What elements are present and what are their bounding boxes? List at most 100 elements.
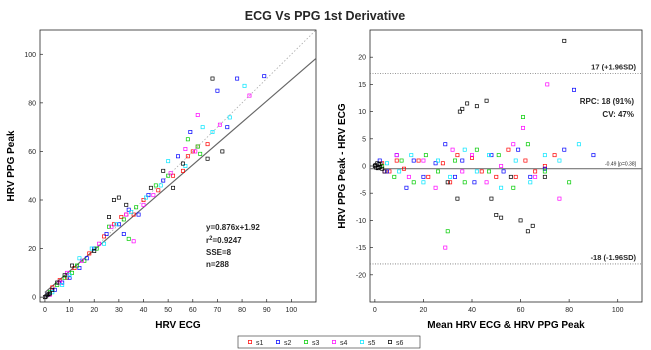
x-tick-label: 80: [565, 307, 573, 314]
data-point-s2: [126, 207, 131, 212]
data-point-s4: [470, 153, 474, 158]
data-point-s3: [474, 147, 479, 152]
data-point-s6: [542, 174, 547, 179]
data-point-s1: [479, 169, 484, 174]
data-point-s1: [185, 154, 190, 159]
data-point-s6: [116, 195, 121, 200]
data-point-s2: [121, 232, 126, 236]
data-point-s5: [129, 210, 134, 215]
bias-label: -0.49 [p=0.38]: [605, 162, 637, 168]
left-y-ticks: 0 20 40 60 80 100: [24, 52, 43, 302]
data-point-s3: [521, 115, 525, 119]
data-point-s4: [421, 158, 426, 163]
data-point-s2: [443, 142, 448, 147]
data-point-s3: [82, 258, 87, 263]
y-tick-label: 20: [358, 55, 366, 62]
data-point-s6: [42, 295, 47, 300]
data-point-s1: [57, 278, 62, 283]
data-point-s6: [494, 213, 499, 217]
data-point-s3: [525, 142, 530, 147]
legend-marker-s3: [304, 340, 308, 344]
y-tick-label: -10: [356, 218, 366, 225]
data-point-s4: [433, 185, 438, 190]
data-point-s1: [190, 149, 195, 154]
data-point-s4: [545, 82, 550, 87]
data-point-s1: [72, 266, 77, 270]
data-point-s4: [65, 270, 70, 275]
data-point-s4: [141, 202, 146, 207]
data-point-s1: [402, 166, 406, 171]
upper-loa-label: 17 (+1.96SD): [591, 63, 636, 72]
data-point-s5: [462, 147, 467, 152]
data-point-s6: [46, 292, 51, 297]
data-point-s3: [487, 169, 491, 174]
data-point-s4: [511, 142, 516, 147]
data-point-s6: [220, 149, 225, 154]
data-point-s2: [77, 266, 82, 270]
legend-label-s3: s3: [312, 340, 320, 347]
data-point-s6: [210, 76, 215, 81]
right-chart: 0 20 40 60 80 100 -20 -15 -10 -5 0 5 10 15 20 Mean HR…: [337, 29, 643, 331]
data-point-s1: [523, 158, 528, 163]
y-tick-label: 10: [358, 109, 366, 116]
data-point-s1: [180, 168, 185, 173]
data-point-s5: [200, 125, 205, 130]
x-tick-label: 20: [420, 307, 428, 314]
data-point-s1: [416, 158, 421, 163]
data-point-s5: [421, 180, 426, 185]
x-tick-label: 40: [140, 307, 148, 314]
data-point-s2: [225, 125, 230, 130]
data-point-s3: [121, 217, 126, 222]
y-tick-label: 0: [32, 295, 36, 302]
data-point-s3: [107, 224, 111, 229]
data-point-s2: [84, 256, 89, 261]
data-point-s5: [210, 130, 215, 134]
y-tick-label: -15: [356, 245, 366, 252]
data-point-s2: [60, 280, 65, 285]
x-tick-label: 10: [66, 307, 74, 314]
data-point-s6: [47, 291, 52, 296]
legend-items: s1 s2 s3 s4 s5 s6: [248, 340, 404, 347]
y-tick-label: 80: [28, 100, 36, 107]
legend-label-s2: s2: [284, 340, 292, 347]
data-point-s2: [421, 174, 426, 179]
data-point-s6: [124, 202, 129, 207]
data-point-s1: [205, 142, 210, 147]
data-point-s5: [77, 256, 82, 261]
data-point-s2: [92, 246, 97, 251]
legend-box: [237, 335, 421, 349]
n-count: n=288: [206, 260, 229, 269]
data-point-s6: [455, 196, 460, 201]
data-point-s2: [67, 275, 72, 280]
data-point-s6: [70, 263, 74, 268]
data-point-s5: [397, 169, 402, 174]
data-point-s2: [572, 87, 576, 92]
data-point-s2: [542, 166, 547, 171]
y-tick-label: 20: [28, 246, 36, 253]
data-point-s4: [247, 93, 252, 98]
left-points: [42, 74, 267, 300]
data-point-s3: [134, 205, 139, 210]
data-point-s5: [557, 158, 562, 163]
left-x-ticks: 0 10 20 30 40 50 60 70 80 90 100: [43, 299, 297, 314]
data-point-s2: [188, 130, 193, 134]
data-point-s3: [126, 236, 131, 241]
data-point-s1: [111, 222, 116, 227]
data-point-s3: [55, 283, 60, 287]
data-point-s4: [484, 180, 489, 185]
y-tick-label: -20: [356, 272, 366, 279]
data-point-s2: [489, 153, 494, 158]
data-point-s6: [378, 161, 383, 166]
data-point-s6: [530, 223, 535, 228]
data-point-s4: [394, 153, 399, 158]
rpc-label: RPC: 18 (91%): [580, 97, 635, 106]
data-point-s2: [52, 287, 57, 292]
data-point-s6: [50, 287, 55, 292]
data-point-s2: [235, 76, 240, 81]
data-point-s5: [542, 153, 547, 158]
y-tick-label: 60: [28, 149, 36, 156]
data-point-s3: [453, 158, 457, 163]
data-point-s6: [508, 174, 513, 179]
data-point-s6: [92, 249, 97, 253]
data-point-s2: [516, 147, 521, 152]
